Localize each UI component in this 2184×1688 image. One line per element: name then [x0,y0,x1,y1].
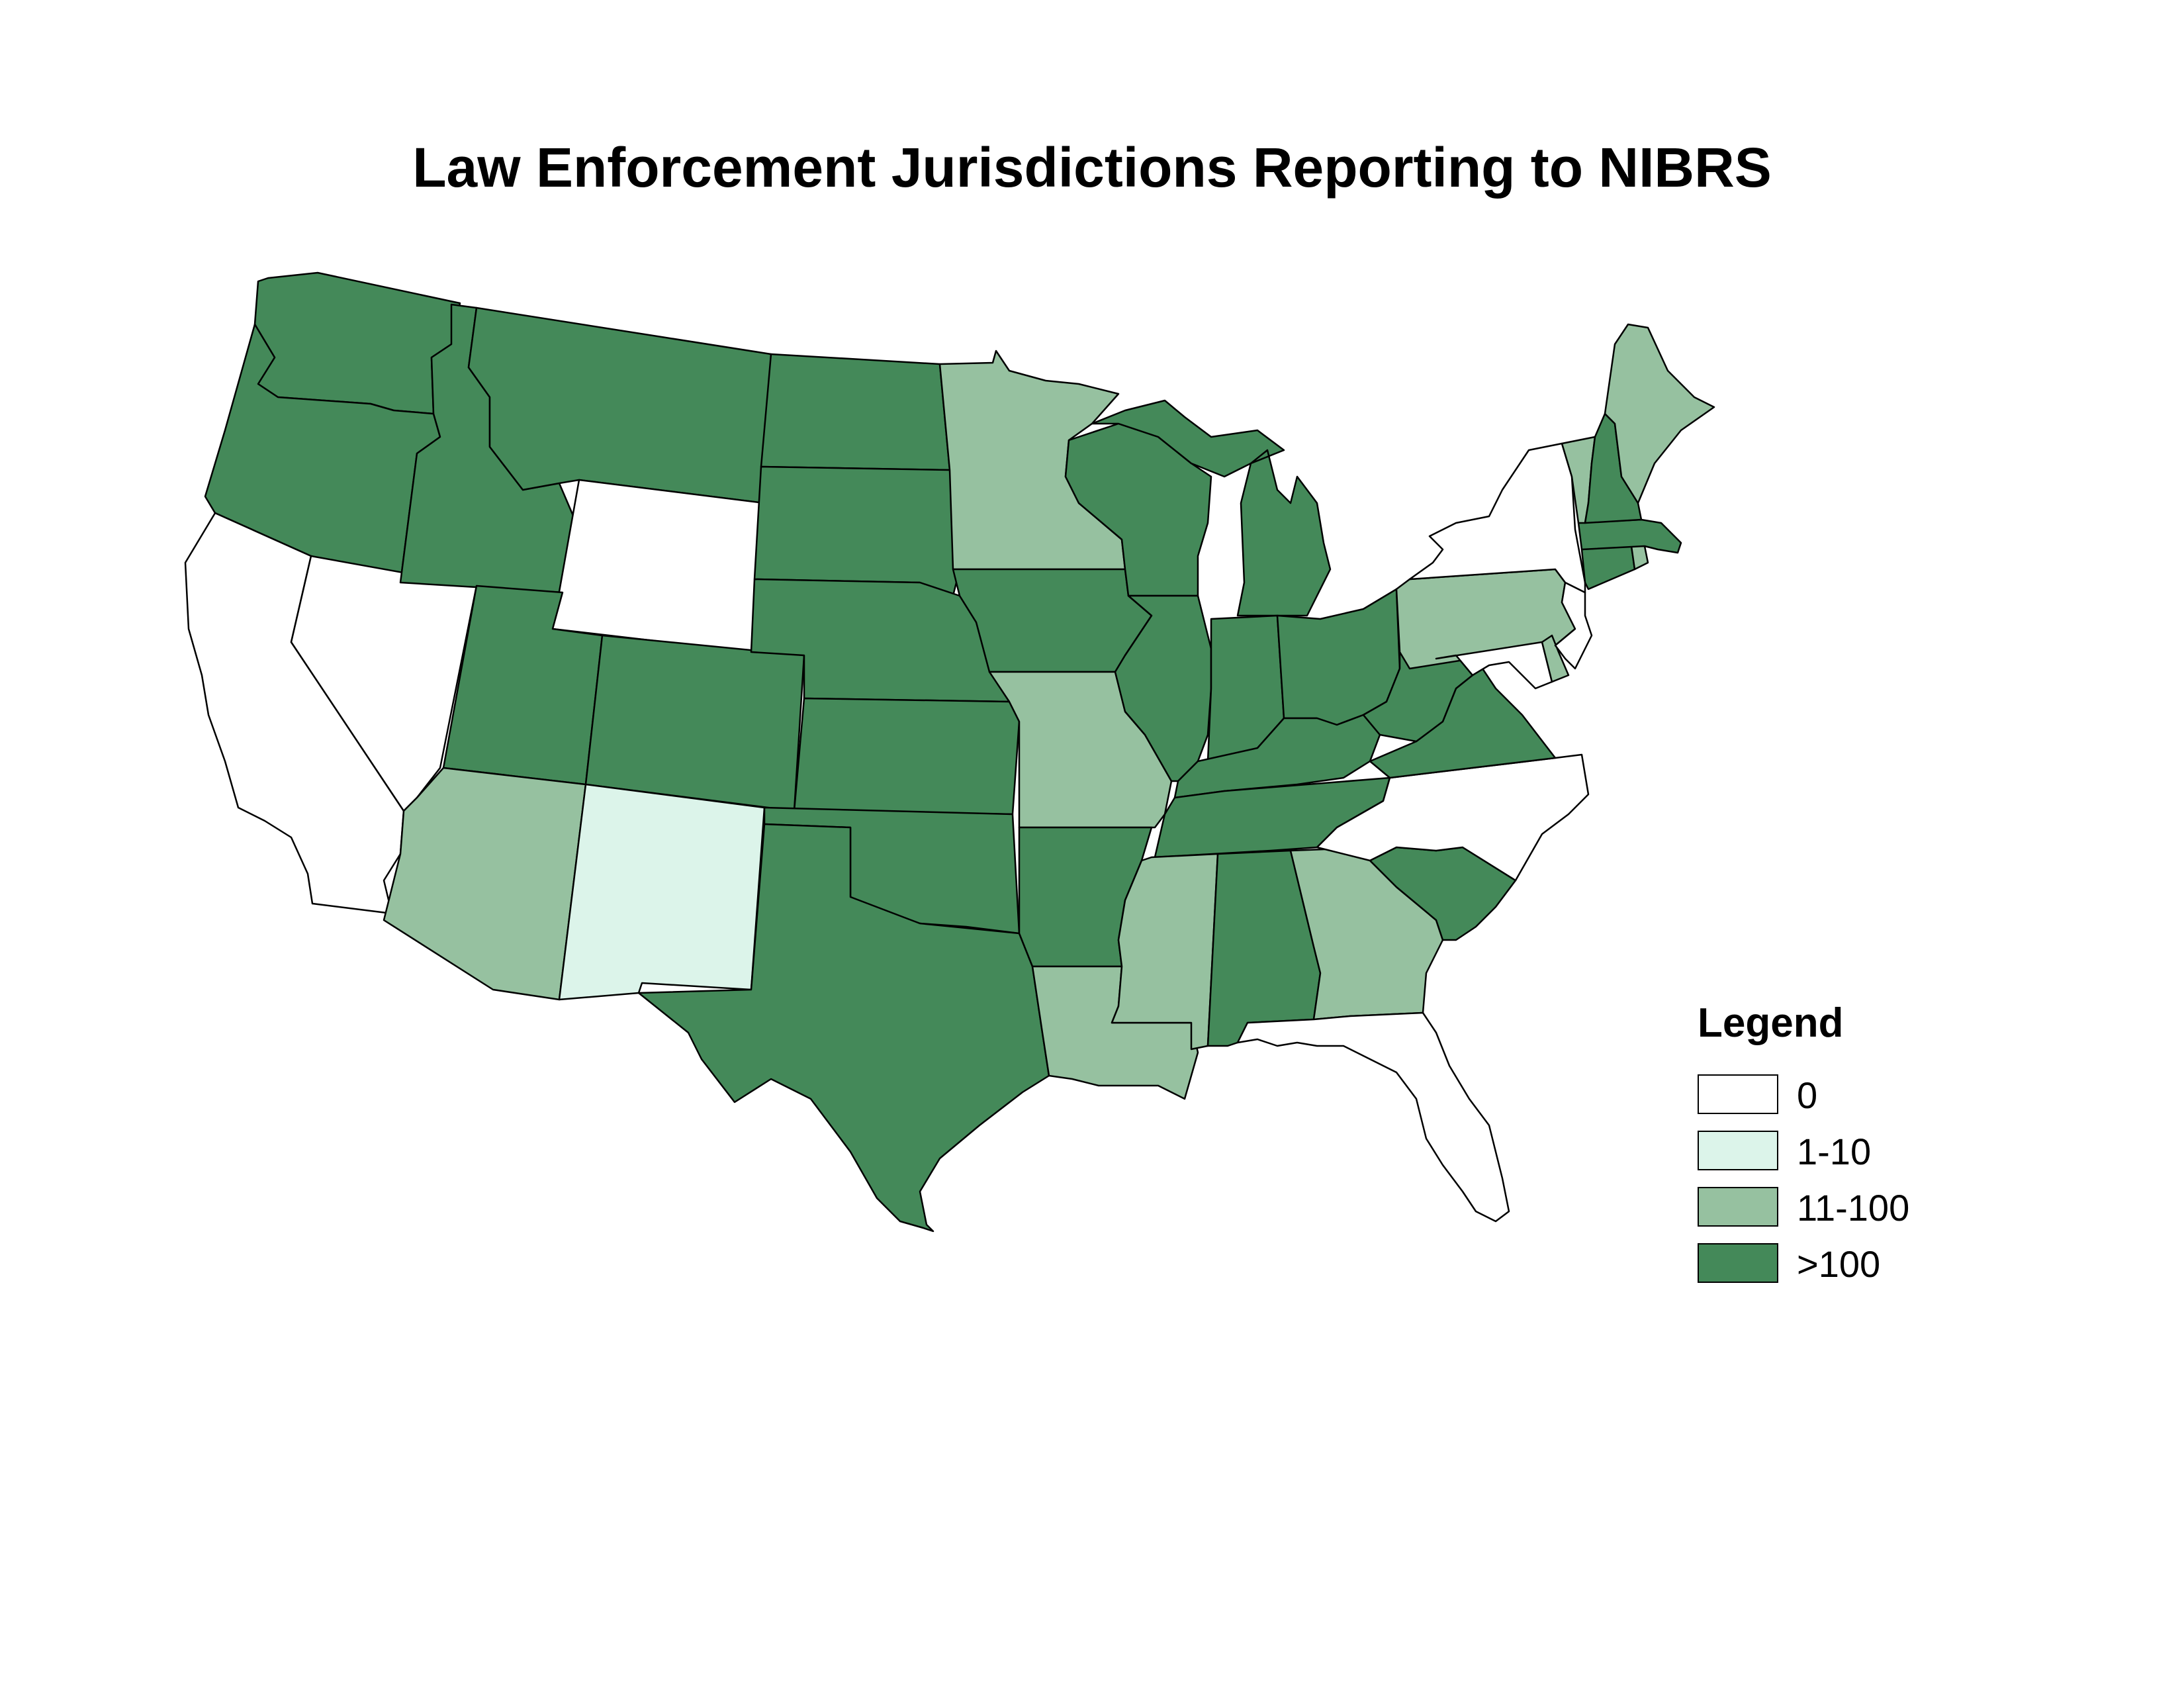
state-washington [253,271,461,415]
state-new-york [1408,442,1586,594]
legend-swatch-1 [1698,1131,1778,1170]
state-delaware [1541,634,1570,683]
legend-item-1: 1-10 [1698,1131,1871,1172]
state-north-dakota [760,353,951,471]
legend-swatch-3 [1698,1243,1778,1283]
state-kansas [793,697,1021,816]
legend-label-3: >100 [1797,1243,1881,1285]
legend-item-2: 11-100 [1698,1187,1909,1228]
map-title: Law Enforcement Jurisdictions Reporting … [412,136,1772,199]
legend: Legend 0 1-10 11-100 >100 [1698,1000,1909,1299]
legend-label-1: 1-10 [1797,1131,1872,1172]
legend-title: Legend [1698,1000,1844,1046]
legend-label-0: 0 [1797,1074,1818,1116]
state-connecticut [1580,545,1636,590]
state-montana [467,306,772,504]
state-new-jersey [1554,581,1593,670]
state-wyoming [551,479,766,653]
legend-item-0: 0 [1698,1074,1843,1115]
legend-swatch-2 [1698,1187,1778,1227]
state-colorado [584,634,805,812]
state-new-mexico [558,783,766,1001]
legend-swatch-0 [1698,1074,1778,1114]
state-massachusetts [1577,518,1682,554]
legend-item-3: >100 [1698,1243,1880,1284]
state-maine [1604,323,1715,504]
state-florida [1236,1011,1510,1223]
state-rhode-island [1630,545,1649,571]
state-south-dakota [753,465,961,597]
state-arizona [383,767,587,1001]
legend-label-2: 11-100 [1797,1187,1910,1229]
